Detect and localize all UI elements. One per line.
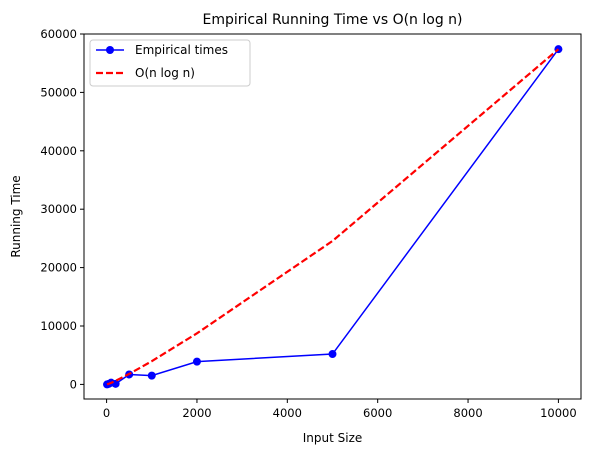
y-tick-label: 30000 [40, 202, 77, 216]
data-point-empirical [328, 350, 337, 359]
legend-label-empirical: Empirical times [135, 43, 228, 57]
y-tick-label: 60000 [40, 27, 77, 41]
y-tick-label: 50000 [40, 85, 77, 99]
x-tick-label: 8000 [453, 406, 482, 420]
y-tick-label: 0 [70, 377, 77, 391]
y-tick-label: 20000 [40, 261, 77, 275]
data-point-empirical [192, 357, 201, 366]
x-axis-label: Input Size [303, 431, 363, 445]
series-line-nlogn [106, 48, 560, 386]
y-tick-label: 10000 [40, 319, 77, 333]
chart-title: Empirical Running Time vs O(n log n) [202, 12, 462, 28]
data-point-empirical [111, 379, 120, 388]
series-layer [103, 45, 563, 389]
x-tick-label: 2000 [182, 406, 211, 420]
legend-box [89, 39, 251, 87]
legend-marker-empirical [106, 46, 114, 54]
legend: Empirical times O(n log n) [89, 39, 251, 87]
plot-frame [83, 33, 582, 400]
y-axis-ticks: 0 10000 20000 30000 40000 50000 60000 [40, 27, 84, 391]
series-line-empirical [106, 48, 560, 386]
x-tick-label: 6000 [363, 406, 392, 420]
y-tick-label: 40000 [40, 144, 77, 158]
x-tick-label: 0 [103, 406, 110, 420]
y-axis-label: Running Time [9, 175, 23, 257]
data-point-empirical [147, 371, 156, 380]
legend-label-nlogn: O(n log n) [135, 66, 195, 80]
x-tick-label: 10000 [540, 406, 577, 420]
x-axis-ticks: 0 2000 4000 6000 8000 10000 [103, 399, 577, 420]
x-tick-label: 4000 [273, 406, 302, 420]
